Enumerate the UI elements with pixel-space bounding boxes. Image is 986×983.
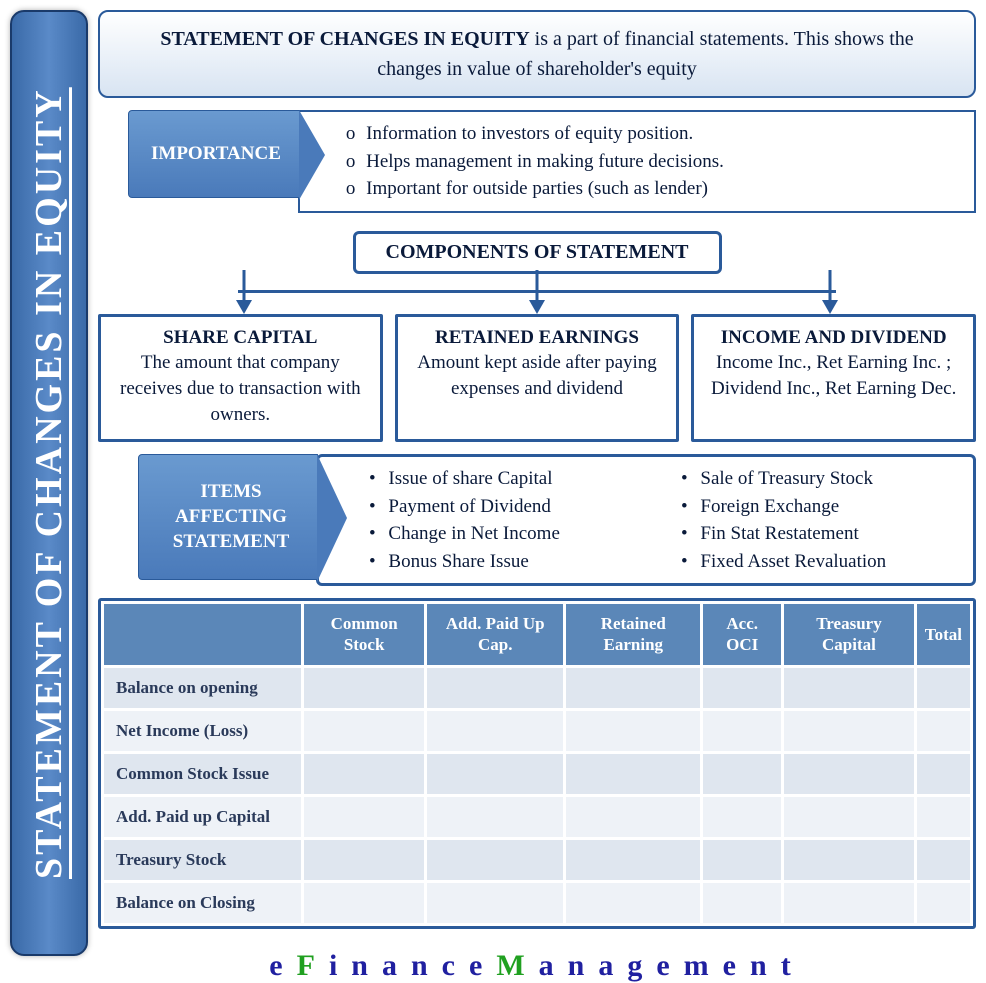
component-box: RETAINED EARNINGS Amount kept aside afte… [395, 314, 680, 443]
component-title: RETAINED EARNINGS [408, 325, 667, 351]
items-list: Issue of share Capital Payment of Divide… [316, 454, 976, 586]
component-box: SHARE CAPITAL The amount that company re… [98, 314, 383, 443]
table-cell: Add. Paid up Capital [103, 796, 303, 839]
list-item: Bonus Share Issue [369, 548, 641, 576]
table-cell [783, 839, 916, 882]
table-header: Acc. OCI [702, 603, 783, 667]
list-item: Change in Net Income [369, 520, 641, 548]
table-cell: Balance on opening [103, 667, 303, 710]
table-cell [565, 667, 702, 710]
table-cell [426, 667, 565, 710]
items-affecting-section: ITEMS AFFECTING STATEMENT Issue of share… [138, 454, 976, 586]
table-cell [915, 882, 971, 925]
table-header: Common Stock [303, 603, 426, 667]
table-cell: Treasury Stock [103, 839, 303, 882]
table-cell [783, 882, 916, 925]
table-cell [565, 882, 702, 925]
component-box: INCOME AND DIVIDEND Income Inc., Ret Ear… [691, 314, 976, 443]
importance-section: IMPORTANCE Information to investors of e… [128, 110, 976, 213]
table-header: Add. Paid Up Cap. [426, 603, 565, 667]
table-cell [303, 839, 426, 882]
arrow-down-icon [98, 270, 390, 314]
table-cell [426, 839, 565, 882]
importance-list: Information to investors of equity posit… [298, 110, 976, 213]
table-cell [915, 710, 971, 753]
intro-box: STATEMENT OF CHANGES IN EQUITY is a part… [98, 10, 976, 98]
components-header: COMPONENTS OF STATEMENT [353, 231, 722, 274]
components-section: COMPONENTS OF STATEMENT SHARE CAPITAL Th… [98, 231, 976, 443]
footer-brand: eFinanceManagement [98, 941, 976, 983]
list-item: Helps management in making future decisi… [346, 148, 954, 176]
list-item: Fixed Asset Revaluation [681, 548, 953, 576]
table-cell [702, 667, 783, 710]
table-cell [783, 796, 916, 839]
equity-table: Common Stock Add. Paid Up Cap. Retained … [98, 598, 976, 929]
table-cell [915, 753, 971, 796]
table-cell [915, 796, 971, 839]
arrow-down-icon [683, 270, 975, 314]
intro-bold: STATEMENT OF CHANGES IN EQUITY [160, 28, 529, 50]
table-cell: Balance on Closing [103, 882, 303, 925]
component-title: SHARE CAPITAL [111, 325, 370, 351]
table-cell [426, 796, 565, 839]
table-cell [303, 753, 426, 796]
table-cell: Common Stock Issue [103, 753, 303, 796]
table-header [103, 603, 303, 667]
table-row: Net Income (Loss) [103, 710, 972, 753]
table-header: Retained Earning [565, 603, 702, 667]
table-cell [303, 796, 426, 839]
table-row: Add. Paid up Capital [103, 796, 972, 839]
table-cell [783, 753, 916, 796]
list-item: Information to investors of equity posit… [346, 120, 954, 148]
table-cell [702, 753, 783, 796]
items-label: ITEMS AFFECTING STATEMENT [138, 454, 318, 580]
table-cell [702, 710, 783, 753]
list-item: Foreign Exchange [681, 493, 953, 521]
table-row: Treasury Stock [103, 839, 972, 882]
component-desc: Amount kept aside after paying expenses … [417, 352, 657, 399]
table-header: Treasury Capital [783, 603, 916, 667]
list-item: Payment of Dividend [369, 493, 641, 521]
table-row: Balance on opening [103, 667, 972, 710]
vertical-title: STATEMENT OF CHANGES IN EQUITY [10, 10, 88, 956]
component-title: INCOME AND DIVIDEND [704, 325, 963, 351]
table-header-row: Common Stock Add. Paid Up Cap. Retained … [103, 603, 972, 667]
table-cell [565, 796, 702, 839]
table-cell [702, 882, 783, 925]
table-cell [565, 753, 702, 796]
table-row: Common Stock Issue [103, 753, 972, 796]
list-item: Fin Stat Restatement [681, 520, 953, 548]
list-item: Issue of share Capital [369, 465, 641, 493]
table-header: Total [915, 603, 971, 667]
table-cell: Net Income (Loss) [103, 710, 303, 753]
table-cell [426, 753, 565, 796]
table-cell [303, 667, 426, 710]
list-item: Important for outside parties (such as l… [346, 175, 954, 203]
table-row: Balance on Closing [103, 882, 972, 925]
table-cell [426, 882, 565, 925]
table-cell [303, 882, 426, 925]
table-cell [702, 839, 783, 882]
component-desc: The amount that company receives due to … [120, 352, 361, 424]
component-desc: Income Inc., Ret Earning Inc. ; Dividend… [711, 352, 956, 399]
table-cell [783, 710, 916, 753]
table-cell [303, 710, 426, 753]
table-cell [565, 710, 702, 753]
list-item: Sale of Treasury Stock [681, 465, 953, 493]
table-cell [783, 667, 916, 710]
table-cell [426, 710, 565, 753]
table-cell [915, 839, 971, 882]
table-cell [915, 667, 971, 710]
arrow-down-icon [391, 270, 683, 314]
importance-label: IMPORTANCE [128, 110, 300, 198]
table-cell [565, 839, 702, 882]
table-cell [702, 796, 783, 839]
